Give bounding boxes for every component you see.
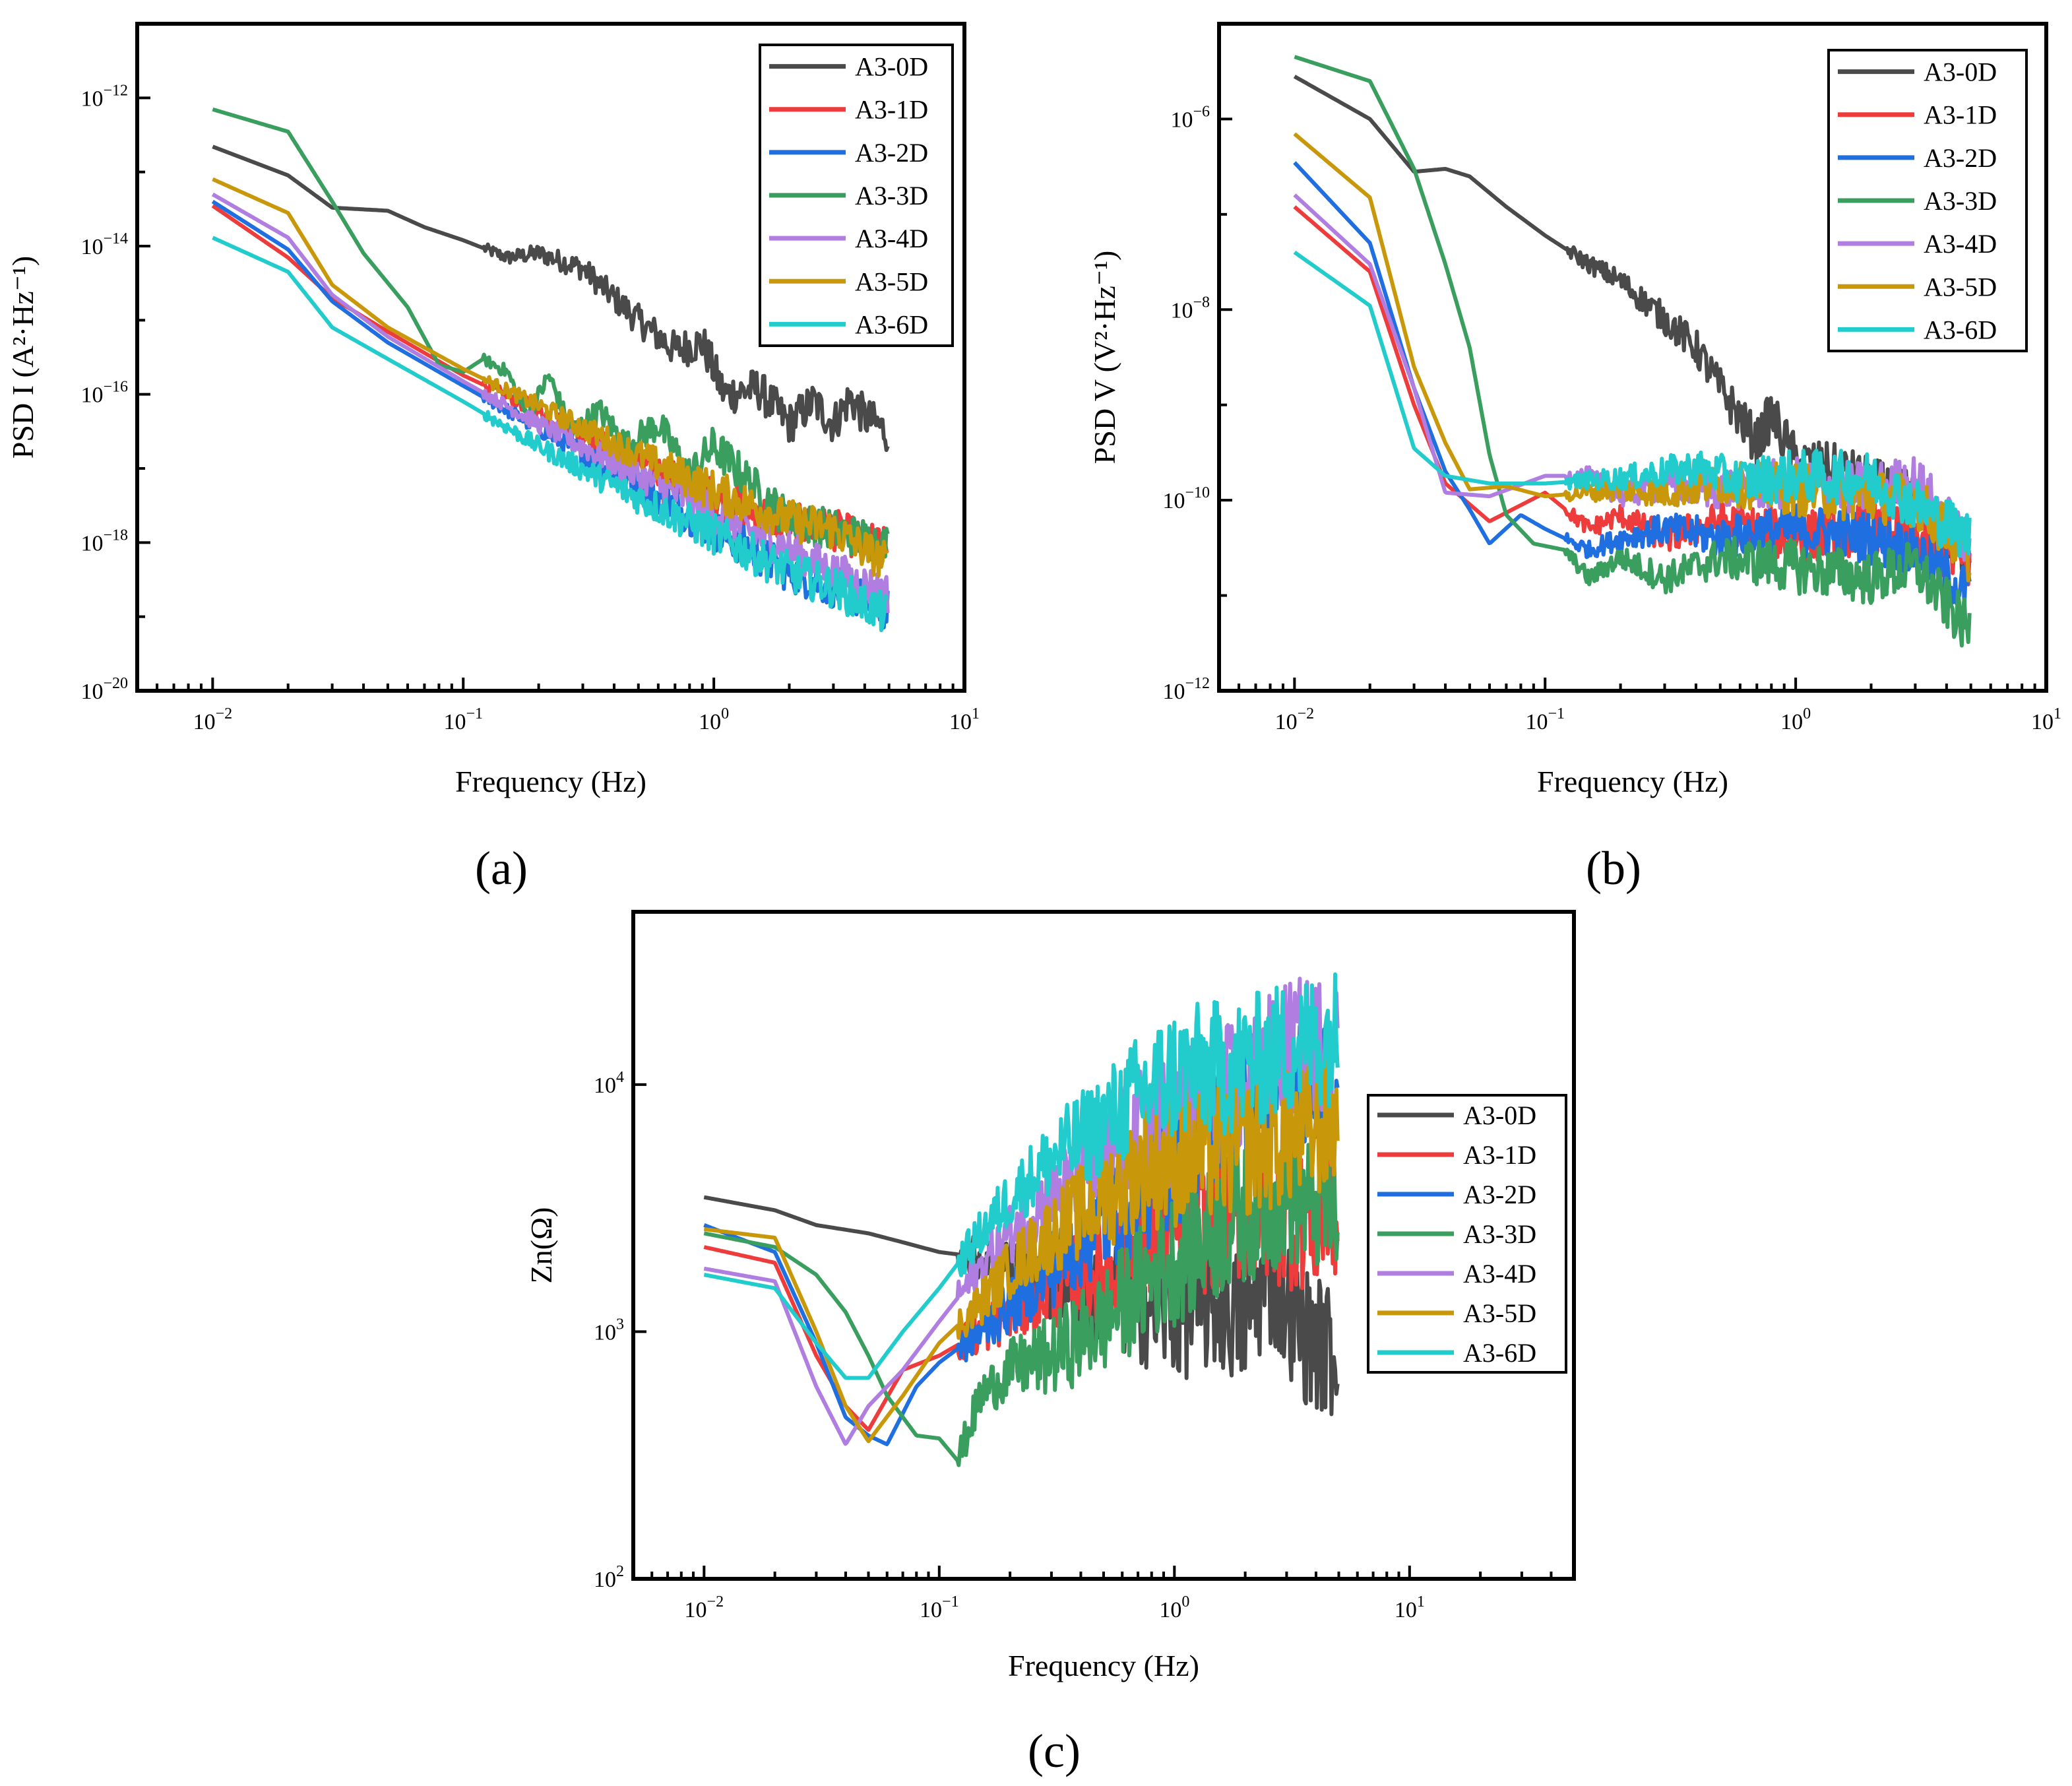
- x-tick-label: 100: [1159, 1593, 1189, 1622]
- legend-label: A3-0D: [1463, 1100, 1536, 1130]
- x-axis-title: Frequency (Hz): [1537, 765, 1728, 798]
- series-line-a3-3d: [1294, 55, 1972, 648]
- chart-panel-b: 10−2 10−1 100 101 10−12 10−10 10−8 10−6 Frequenc…: [1088, 22, 2061, 798]
- legend: A3-0D A3-1D A3-2D A3-3D A3-4D A3-5D A3-6D: [1367, 1094, 1567, 1374]
- legend-label: A3-6D: [1924, 315, 1997, 344]
- legend-label: A3-5D: [855, 267, 928, 296]
- legend-label: A3-2D: [1463, 1180, 1536, 1209]
- y-tick-label: 103: [594, 1316, 624, 1345]
- y-tick-label: 10−12: [1162, 675, 1210, 704]
- legend-label: A3-1D: [1463, 1140, 1536, 1170]
- legend-label: A3-6D: [1463, 1338, 1536, 1368]
- legend-label: A3-4D: [855, 224, 928, 253]
- series-line-a3-5d: [212, 177, 889, 578]
- x-tick-label: 10−1: [1525, 705, 1565, 734]
- panel-label-b: (b): [1586, 842, 1641, 895]
- legend-label: A3-4D: [1463, 1259, 1536, 1289]
- panel-label-a: (a): [475, 842, 528, 895]
- series-lines: [703, 972, 1340, 1467]
- y-tick-label: 10−14: [80, 230, 128, 259]
- chart-panel-c: 10−2 10−1 100 101 102 103 104 Frequency (Hz) Zn(…: [524, 910, 1576, 1682]
- x-tick-label: 101: [2031, 705, 2061, 734]
- legend-label: A3-3D: [855, 181, 928, 210]
- legend-label: A3-5D: [1924, 272, 1997, 302]
- panel-label-c: (c): [1028, 1725, 1081, 1777]
- plot-frame: [1217, 22, 2048, 693]
- x-tick-label: 10−1: [920, 1593, 959, 1622]
- x-tick-label: 100: [699, 705, 729, 734]
- series-line-a3-3d: [212, 107, 890, 565]
- series-line-a3-5d: [703, 1057, 1340, 1444]
- series-lines: [1293, 55, 1972, 648]
- series-line-a3-6d: [703, 972, 1340, 1380]
- y-tick-label: 104: [594, 1069, 624, 1098]
- legend: A3-0D A3-1D A3-2D A3-3D A3-4D A3-5D A3-6D: [1827, 49, 2028, 352]
- x-tick-label: 10−2: [685, 1593, 724, 1622]
- series-line-a3-3d: [703, 1133, 1340, 1467]
- y-tick-label: 10−12: [80, 82, 128, 111]
- x-tick-label: 101: [1395, 1593, 1425, 1622]
- legend-label: A3-0D: [1924, 57, 1997, 87]
- legend-label: A3-2D: [855, 138, 928, 168]
- series-line-a3-0d: [212, 144, 890, 453]
- x-tick-label: 10−1: [443, 705, 483, 734]
- y-tick-label: 10−10: [1162, 484, 1210, 513]
- legend-label: A3-5D: [1463, 1298, 1536, 1328]
- legend-label: A3-0D: [855, 52, 928, 82]
- y-tick-label: 10−16: [80, 379, 128, 408]
- y-tick-label: 10−6: [1170, 103, 1210, 132]
- y-tick-label: 10−18: [80, 526, 128, 556]
- y-tick-label: 10−20: [80, 675, 128, 704]
- legend-label: A3-3D: [1463, 1219, 1536, 1249]
- legend-label: A3-4D: [1924, 229, 1997, 259]
- y-axis-title: PSD V (V²·Hz⁻¹): [1088, 251, 1121, 464]
- y-tick-label: 10−8: [1170, 294, 1210, 323]
- x-tick-label: 10−2: [1275, 705, 1315, 734]
- y-axis-title: PSD I (A²·Hz⁻¹): [6, 256, 40, 459]
- legend-label: A3-3D: [1924, 186, 1997, 216]
- plot-frame: [135, 22, 966, 693]
- series-line-a3-6d: [1293, 250, 1972, 558]
- legend-label: A3-6D: [855, 309, 928, 339]
- x-axis-title: Frequency (Hz): [1008, 1649, 1199, 1682]
- x-tick-label: 100: [1780, 705, 1811, 734]
- x-tick-label: 10−2: [193, 705, 233, 734]
- series-lines: [211, 107, 890, 633]
- y-tick-label: 102: [594, 1563, 624, 1592]
- series-line-a3-4d: [703, 976, 1340, 1446]
- legend-label: A3-1D: [855, 95, 928, 125]
- x-axis-title: Frequency (Hz): [455, 765, 646, 798]
- chart-panel-a: 10−2 10−1 100 101 10−20 10−18 10−16 10−14 10−12 F…: [6, 22, 980, 798]
- legend: A3-0D A3-1D A3-2D A3-3D A3-4D A3-5D A3-6D: [759, 44, 954, 347]
- y-axis-title: Zn(Ω): [524, 1207, 558, 1284]
- legend-label: A3-1D: [1924, 100, 1997, 130]
- legend-label: A3-2D: [1924, 143, 1997, 173]
- x-tick-label: 101: [949, 705, 980, 734]
- series-line-a3-6d: [212, 236, 889, 633]
